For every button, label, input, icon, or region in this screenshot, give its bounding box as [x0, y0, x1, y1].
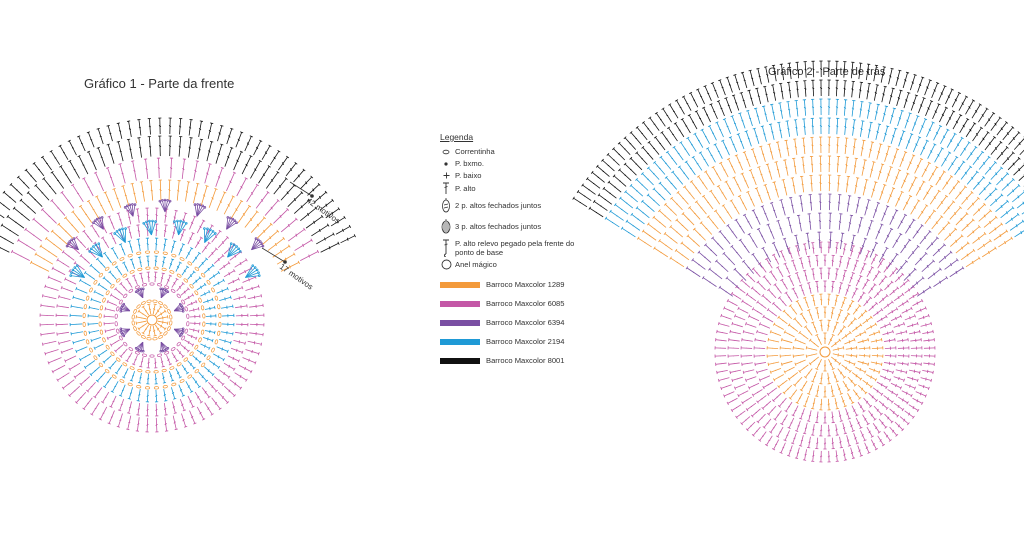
legend-label: P. alto relevo pegado pela frente do pon…: [455, 238, 575, 257]
back-round-7: [727, 254, 923, 450]
front-round-blue-1: [87, 255, 217, 385]
motif-arrow-17: [261, 247, 286, 263]
back-fan-row-3: [685, 193, 965, 278]
legend-item-magic-ring: Anel mágico: [440, 259, 590, 270]
color-swatch: [440, 300, 480, 307]
front-round-pink-3: [39, 207, 265, 433]
legend-color-2194: Barroco Maxcolor 2194: [440, 332, 590, 351]
legend-item-front-post: P. alto relevo pegado pela frente do pon…: [440, 237, 590, 258]
back-fan-row-10: [572, 60, 1024, 208]
color-swatch: [440, 338, 480, 345]
double-crochet-icon: [440, 182, 452, 194]
front-round-blue-2: [69, 237, 235, 403]
color-label: Barroco Maxcolor 8001: [486, 356, 565, 365]
legend-label: P. baixo: [455, 171, 482, 180]
motif-arrows: [261, 181, 314, 264]
back-fan-row-5: [653, 155, 997, 258]
chart2-title: Gráfico 2 - Parte de trás: [768, 66, 886, 78]
legend-color-6394: Barroco Maxcolor 6394: [440, 313, 590, 332]
back-round-4: [766, 293, 884, 411]
color-swatch: [440, 319, 480, 326]
motif-arrow-head-42: [310, 194, 314, 198]
magic-ring-icon: [440, 259, 452, 270]
legend-label: 3 p. altos fechados juntos: [455, 221, 542, 231]
legend-item-double-crochet: P. alto: [440, 182, 590, 194]
dc2tog-icon: [440, 197, 452, 213]
front-chart: [0, 117, 356, 433]
dc3tog-icon: [440, 218, 452, 234]
front-chain-1: [131, 299, 173, 341]
color-label: Barroco Maxcolor 6394: [486, 318, 565, 327]
legend-item-dc2tog: 2 p. altos fechados juntos: [440, 195, 590, 215]
legend: Legenda Correntinha P. bxmo. P. baixo P.…: [440, 132, 590, 370]
front-blue-scallops: [69, 219, 261, 278]
legend-item-dc3tog: 3 p. altos fechados juntos: [440, 216, 590, 236]
back-fan-row-8: [604, 98, 1024, 228]
color-label: Barroco Maxcolor 2194: [486, 337, 565, 346]
color-swatch: [440, 357, 480, 364]
legend-item-single-crochet: P. baixo: [440, 170, 590, 181]
magic-ring-icon: [146, 314, 158, 326]
front-round-pink-2: [55, 223, 249, 417]
legend-color-6085: Barroco Maxcolor 6085: [440, 294, 590, 313]
front-fan-pink: [10, 157, 320, 261]
front-fan-black-1: [0, 135, 340, 253]
front-round-pink-1: [103, 271, 201, 369]
back-fan-row-1: [718, 231, 932, 297]
back-round-6: [740, 267, 910, 437]
legend-label: 2 p. altos fechados juntos: [455, 200, 542, 210]
back-fan-row-7: [620, 117, 1024, 238]
legend-item-slip-stitch: P. bxmo.: [440, 158, 590, 169]
front-chain-3: [98, 266, 206, 374]
legend-label: Correntinha: [455, 147, 495, 156]
back-round-1: [805, 332, 845, 372]
legend-title: Legenda: [440, 132, 474, 142]
motif-arrow-42: [289, 181, 313, 197]
chart1-title: Gráfico 1 - Parte da frente: [84, 76, 235, 91]
front-purple-petals: [119, 287, 185, 353]
magic-ring-icon: [819, 346, 831, 358]
back-round-5: [753, 280, 897, 424]
front-chain-4: [82, 250, 222, 390]
front-purple-scallops: [65, 198, 265, 251]
front-round-1: [135, 303, 169, 337]
chain-oval-icon: [440, 149, 452, 155]
legend-color-8001: Barroco Maxcolor 8001: [440, 351, 590, 370]
front-chain-2: [114, 282, 190, 358]
front-fan-orange: [30, 179, 300, 272]
single-crochet-plus-icon: [440, 172, 452, 179]
color-label: Barroco Maxcolor 1289: [486, 280, 565, 289]
back-round-3: [779, 306, 871, 398]
motif-arrow-head-17: [283, 260, 287, 264]
legend-item-chain: Correntinha: [440, 146, 590, 157]
back-fan-row-6: [637, 136, 1013, 248]
color-label: Barroco Maxcolor 6085: [486, 299, 565, 308]
front-fan-black-2: [0, 117, 356, 244]
legend-label: P. bxmo.: [455, 159, 484, 168]
back-round-8: [714, 241, 936, 463]
front-post-dc-icon: [440, 239, 452, 257]
back-fan-row-2: [702, 212, 948, 287]
legend-color-1289: Barroco Maxcolor 1289: [440, 275, 590, 294]
back-fan-row-4: [669, 174, 981, 268]
slip-stitch-dot-icon: [440, 161, 452, 167]
legend-label: Anel mágico: [455, 260, 497, 269]
back-chart: [572, 60, 1024, 463]
color-swatch: [440, 281, 480, 288]
back-round-2: [792, 319, 858, 385]
back-fan-row-9: [588, 79, 1024, 218]
legend-label: P. alto: [455, 183, 476, 193]
